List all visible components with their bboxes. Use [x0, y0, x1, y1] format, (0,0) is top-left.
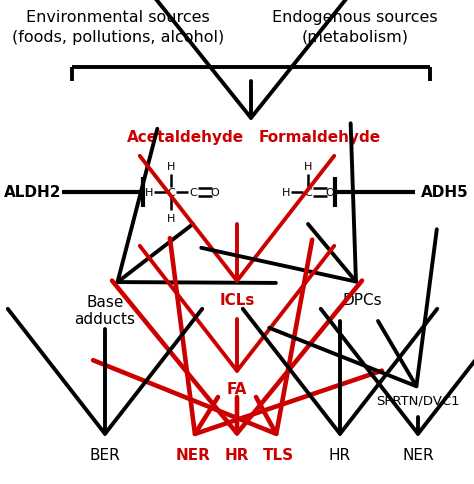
Text: Environmental sources: Environmental sources — [26, 10, 210, 25]
Text: H: H — [167, 162, 175, 172]
Text: ADH5: ADH5 — [421, 185, 469, 200]
Text: Endogenous sources: Endogenous sources — [272, 10, 438, 25]
Text: O: O — [210, 188, 219, 197]
Text: Base
adducts: Base adducts — [74, 294, 136, 327]
Text: BER: BER — [90, 447, 120, 462]
Text: TLS: TLS — [263, 447, 293, 462]
Text: SPRTN/DVC1: SPRTN/DVC1 — [376, 394, 460, 407]
Text: NER: NER — [175, 447, 210, 462]
Text: HR: HR — [225, 447, 249, 462]
Text: H: H — [145, 188, 153, 197]
Text: O: O — [326, 188, 334, 197]
Text: (foods, pollutions, alcohol): (foods, pollutions, alcohol) — [12, 30, 224, 45]
Text: H: H — [167, 213, 175, 224]
Text: Acetaldehyde: Acetaldehyde — [127, 130, 244, 145]
Text: NER: NER — [402, 447, 434, 462]
Text: HR: HR — [329, 447, 351, 462]
Text: Formaldehyde: Formaldehyde — [259, 130, 381, 145]
Text: C: C — [167, 188, 175, 197]
Text: FA: FA — [227, 381, 247, 396]
Text: C: C — [189, 188, 197, 197]
Text: ICLs: ICLs — [219, 292, 255, 307]
Text: C: C — [304, 188, 312, 197]
Text: (metabolism): (metabolism) — [301, 30, 409, 45]
Text: H: H — [282, 188, 290, 197]
Text: H: H — [304, 162, 312, 172]
Text: DPCs: DPCs — [342, 292, 382, 307]
Text: ALDH2: ALDH2 — [4, 185, 62, 200]
